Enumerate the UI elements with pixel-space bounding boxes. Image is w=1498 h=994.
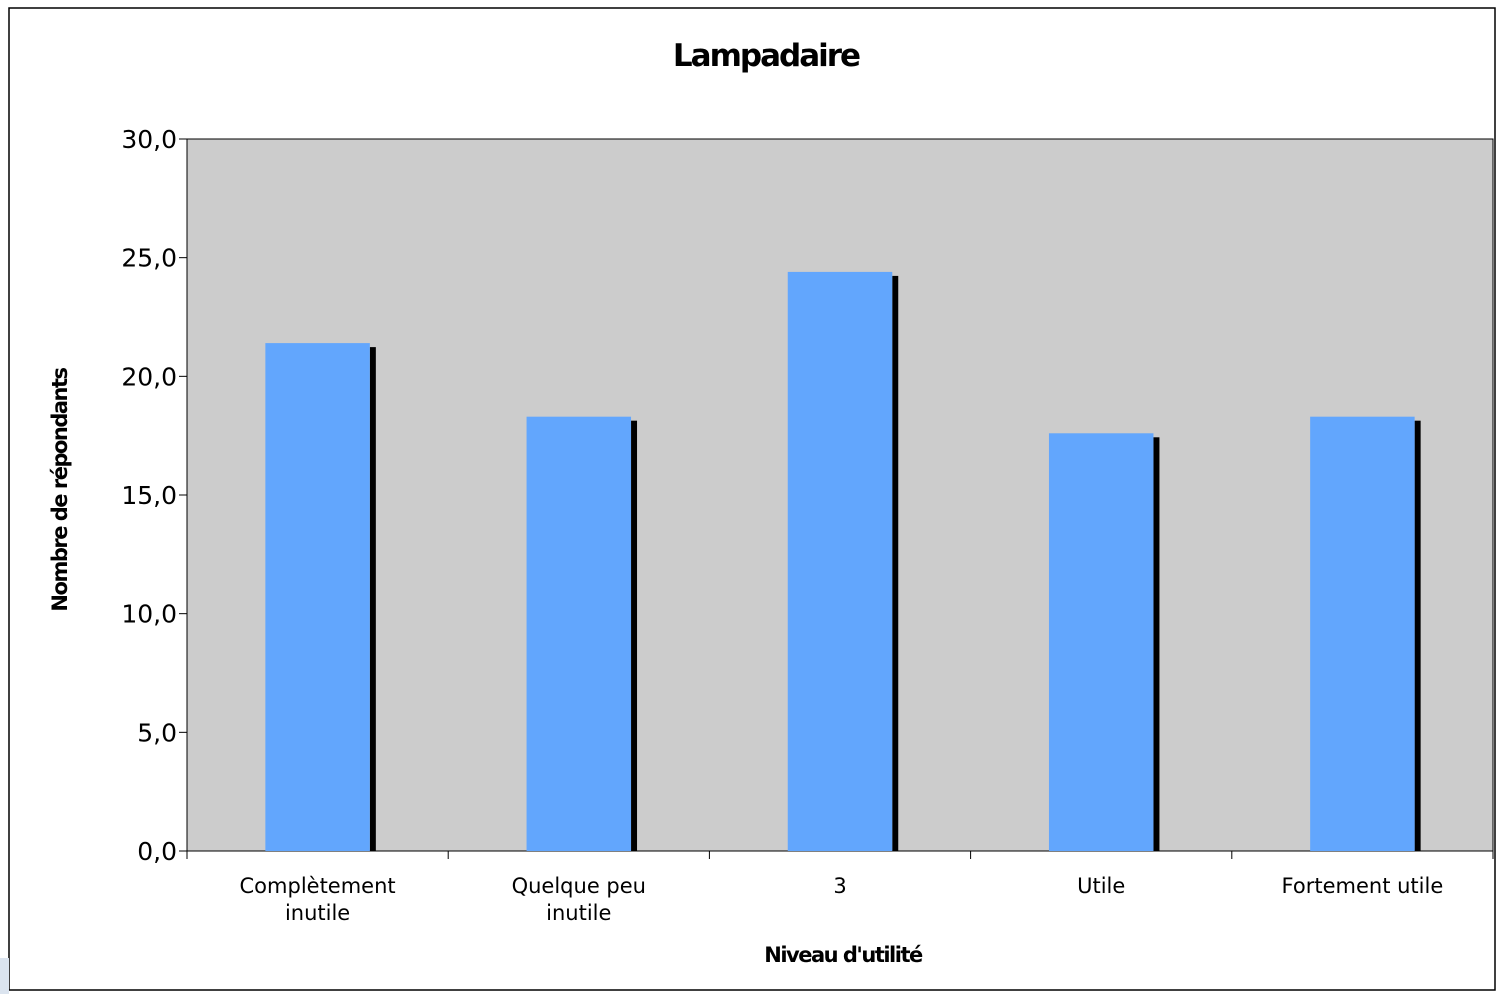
y-tick-label: 20,0 bbox=[121, 362, 177, 391]
x-tick-label-line: inutile bbox=[546, 901, 611, 925]
chart-title: Lampadaire bbox=[673, 38, 860, 74]
corner-strip bbox=[0, 958, 9, 994]
y-tick-label: 30,0 bbox=[121, 125, 177, 154]
x-tick-label: Quelque peu inutile bbox=[512, 874, 646, 925]
y-axis: 0,0 5,0 10,0 15,0 20,0 25,0 30,0 bbox=[121, 125, 188, 866]
x-tick-label: Fortement utile bbox=[1282, 874, 1444, 898]
chart-frame bbox=[8, 7, 1496, 991]
x-tick-label-line: Fortement utile bbox=[1282, 874, 1444, 898]
bar bbox=[1310, 416, 1415, 851]
bar bbox=[265, 343, 370, 851]
bar bbox=[787, 271, 893, 851]
x-axis: Complètement inutile Quelque peu inutile 3 Ut… bbox=[186, 850, 1494, 925]
bar-shadow bbox=[1153, 437, 1160, 851]
y-tick-label: 0,0 bbox=[137, 837, 177, 866]
y-tick-label: 15,0 bbox=[121, 481, 177, 510]
bar-shadow bbox=[892, 275, 899, 851]
y-tick-label: 5,0 bbox=[137, 718, 177, 747]
bar bbox=[526, 416, 632, 851]
x-tick-label-line: Quelque peu bbox=[512, 874, 646, 898]
x-tick-label-line: Complètement bbox=[240, 874, 396, 898]
bar-shadow bbox=[369, 347, 376, 851]
bar-shadow bbox=[1414, 420, 1421, 851]
x-tick-label: 3 bbox=[833, 874, 846, 898]
bars bbox=[265, 271, 1421, 851]
bar bbox=[1048, 433, 1154, 851]
x-axis-title: Niveau d'utilité bbox=[764, 943, 923, 967]
bar-shadow bbox=[631, 420, 638, 851]
x-tick-label: Complètement inutile bbox=[240, 874, 396, 925]
x-tick-label-line: Utile bbox=[1077, 874, 1125, 898]
y-axis-title: Nombre de répondants bbox=[48, 367, 72, 611]
x-tick-label-line: inutile bbox=[285, 901, 350, 925]
x-tick-label-line: 3 bbox=[833, 874, 846, 898]
x-tick-label: Utile bbox=[1077, 874, 1125, 898]
y-tick-label: 10,0 bbox=[121, 600, 177, 629]
y-tick-label: 25,0 bbox=[121, 244, 177, 273]
